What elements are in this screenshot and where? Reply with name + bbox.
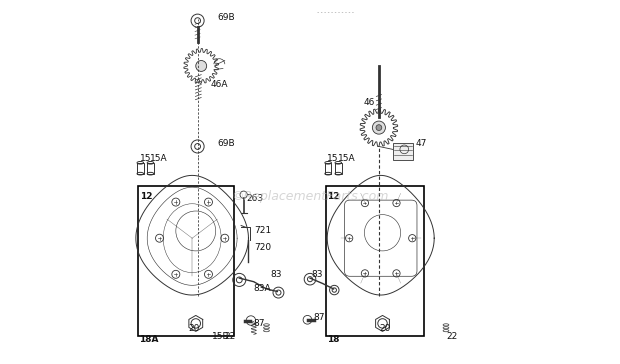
Bar (392, 143, 413, 160)
Text: 46A: 46A (210, 80, 228, 88)
Text: 83: 83 (312, 270, 323, 279)
Text: 46: 46 (364, 98, 375, 107)
Text: 263: 263 (247, 194, 264, 203)
Text: 22: 22 (225, 332, 236, 341)
Text: 15A: 15A (151, 154, 168, 163)
Text: 83A: 83A (254, 285, 272, 293)
Text: 47: 47 (415, 139, 427, 149)
Text: 20: 20 (379, 324, 390, 333)
Text: 15: 15 (327, 154, 339, 163)
Circle shape (196, 60, 206, 71)
Bar (147, 163, 154, 174)
Text: 18: 18 (327, 335, 340, 344)
Bar (137, 163, 144, 174)
Bar (335, 163, 342, 174)
Text: 15A: 15A (339, 154, 356, 163)
Circle shape (376, 125, 382, 131)
Text: 12: 12 (140, 192, 152, 201)
Text: ©ReplacementParts.com: ©ReplacementParts.com (231, 190, 389, 203)
Text: 83: 83 (270, 270, 281, 279)
Text: 15: 15 (140, 154, 151, 163)
Text: 12: 12 (327, 192, 340, 201)
Text: 87: 87 (313, 313, 324, 323)
Text: 721: 721 (254, 226, 271, 236)
Text: 87: 87 (254, 319, 265, 328)
Text: 22: 22 (446, 332, 457, 341)
Text: 720: 720 (254, 243, 271, 252)
Circle shape (373, 121, 386, 134)
Text: 69B: 69B (218, 139, 235, 149)
Text: 15B: 15B (212, 332, 230, 341)
Bar (138, 186, 234, 336)
Bar (325, 163, 332, 174)
Bar (326, 186, 424, 336)
Text: 20: 20 (188, 324, 200, 333)
Text: 69B: 69B (218, 12, 235, 21)
Text: 18A: 18A (139, 335, 158, 344)
